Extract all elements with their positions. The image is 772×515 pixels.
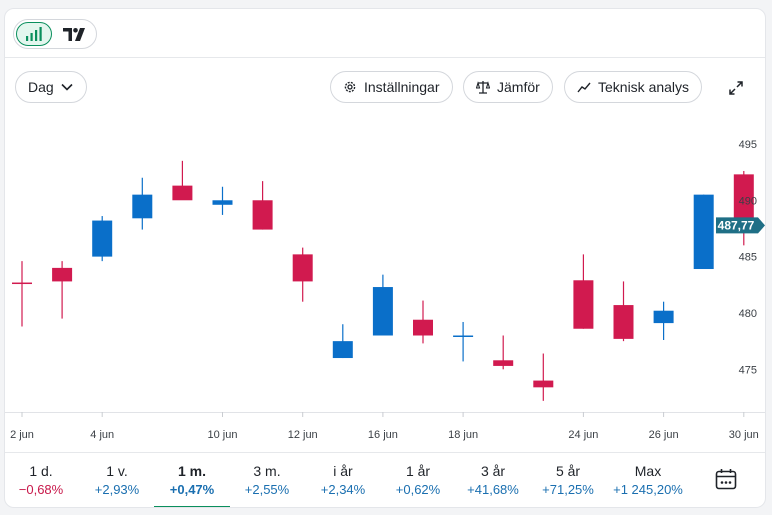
- period-change: +71,25%: [542, 482, 594, 497]
- candle-body: [252, 200, 273, 230]
- y-tick-label: 475: [739, 364, 757, 376]
- settings-label: Inställningar: [364, 79, 440, 95]
- candle-body: [533, 380, 554, 388]
- period-selector: 1 d. −0,68% 1 v. +2,93% 1 m. +0,47% 3 m. +2,55%…: [5, 452, 765, 507]
- bar-chart-button[interactable]: [16, 22, 52, 46]
- x-tick-label: 16 jun: [368, 429, 398, 441]
- bar-chart-icon: [26, 27, 42, 41]
- period-label: 1 m.: [177, 463, 206, 479]
- period-change: +2,55%: [244, 482, 290, 497]
- period-label: 3 år: [480, 463, 506, 479]
- candle-body: [693, 194, 714, 270]
- last-price-label: 487,77: [718, 218, 755, 232]
- period-change: +0,47%: [169, 482, 215, 497]
- candle-body: [12, 282, 32, 285]
- y-tick-label: 485: [739, 252, 757, 264]
- compare-button[interactable]: Jämför: [463, 71, 553, 103]
- period-change: +1 245,20%: [613, 482, 683, 497]
- period-label: 5 år: [555, 463, 581, 479]
- tradingview-logo-icon: [63, 27, 85, 41]
- period-label: i år: [333, 463, 353, 479]
- period-label: Max: [634, 463, 662, 479]
- x-tick-label: 24 jun: [568, 429, 598, 441]
- trend-line-icon: [577, 82, 591, 93]
- candle-body: [212, 200, 233, 205]
- candle-body: [653, 310, 674, 324]
- period-5[interactable]: 1 år +0,62%: [380, 453, 456, 507]
- y-tick-label: 480: [739, 308, 757, 320]
- y-tick-label: 495: [739, 139, 757, 151]
- period-label: 1 år: [405, 463, 431, 479]
- chart-type-bar: [5, 9, 765, 58]
- technical-analysis-label: Teknisk analys: [598, 79, 690, 95]
- gear-icon: [344, 81, 356, 93]
- fullscreen-button[interactable]: [725, 77, 747, 99]
- period-change: +2,93%: [94, 482, 140, 497]
- technical-analysis-button[interactable]: Teknisk analys: [564, 71, 703, 103]
- candle-body: [573, 280, 594, 329]
- period-1[interactable]: 1 v. +2,93%: [79, 453, 155, 507]
- period-change: +2,34%: [320, 482, 366, 497]
- x-tick-label: 4 jun: [90, 429, 114, 441]
- candle-body: [733, 174, 754, 226]
- candle-body: [132, 194, 153, 219]
- candle-body: [613, 305, 634, 339]
- period-8[interactable]: Max +1 245,20%: [610, 453, 686, 507]
- candlestick-chart[interactable]: 475 480 485 490 495 487,77 2 jun 4 jun 10 jun 12 …: [5, 9, 766, 452]
- chevron-down-icon: [61, 83, 73, 91]
- period-3[interactable]: 3 m. +2,55%: [229, 453, 305, 507]
- period-label: 1 v.: [106, 463, 128, 479]
- candle-body: [172, 185, 193, 201]
- y-tick-label: 490: [739, 195, 757, 207]
- candle-body: [453, 335, 474, 337]
- period-6[interactable]: 3 år +41,68%: [455, 453, 531, 507]
- x-tick-label: 26 jun: [649, 429, 679, 441]
- x-tick-label: 2 jun: [10, 429, 34, 441]
- chart-type-toggle: [13, 19, 97, 49]
- last-price-tag: [716, 217, 765, 234]
- period-0[interactable]: 1 d. −0,68%: [5, 453, 79, 507]
- x-tick-label: 18 jun: [448, 429, 478, 441]
- calendar-button[interactable]: [713, 466, 739, 492]
- settings-button[interactable]: Inställningar: [330, 71, 453, 103]
- x-tick-label: 12 jun: [288, 429, 318, 441]
- period-7[interactable]: 5 år +71,25%: [530, 453, 606, 507]
- period-change: +41,68%: [467, 482, 519, 497]
- chart-widget: Dag Inställningar Jämför Teknisk analys: [4, 8, 766, 508]
- interval-dropdown[interactable]: Dag: [15, 71, 87, 103]
- period-change: −0,68%: [18, 482, 64, 497]
- chart-toolbar: Dag Inställningar Jämför Teknisk analys: [5, 69, 765, 105]
- scale-icon: [476, 81, 490, 94]
- candle-body: [332, 341, 353, 359]
- interval-label: Dag: [28, 79, 54, 95]
- x-tick-label: 30 jun: [729, 429, 759, 441]
- calendar-icon: [715, 469, 737, 490]
- candle-body: [92, 220, 113, 257]
- period-2[interactable]: 1 m. +0,47%: [154, 453, 230, 507]
- compare-label: Jämför: [497, 79, 540, 95]
- candle-body: [372, 287, 393, 336]
- candle-body: [413, 319, 433, 336]
- candle-body: [292, 254, 313, 282]
- candle-body: [52, 267, 73, 282]
- period-label: 3 m.: [253, 463, 281, 479]
- expand-icon: [729, 81, 743, 95]
- period-change: +0,62%: [395, 482, 441, 497]
- x-tick-label: 10 jun: [208, 429, 238, 441]
- tradingview-button[interactable]: [56, 22, 94, 46]
- period-label: 1 d.: [29, 463, 53, 479]
- candle-body: [493, 360, 514, 366]
- period-4[interactable]: i år +2,34%: [305, 453, 381, 507]
